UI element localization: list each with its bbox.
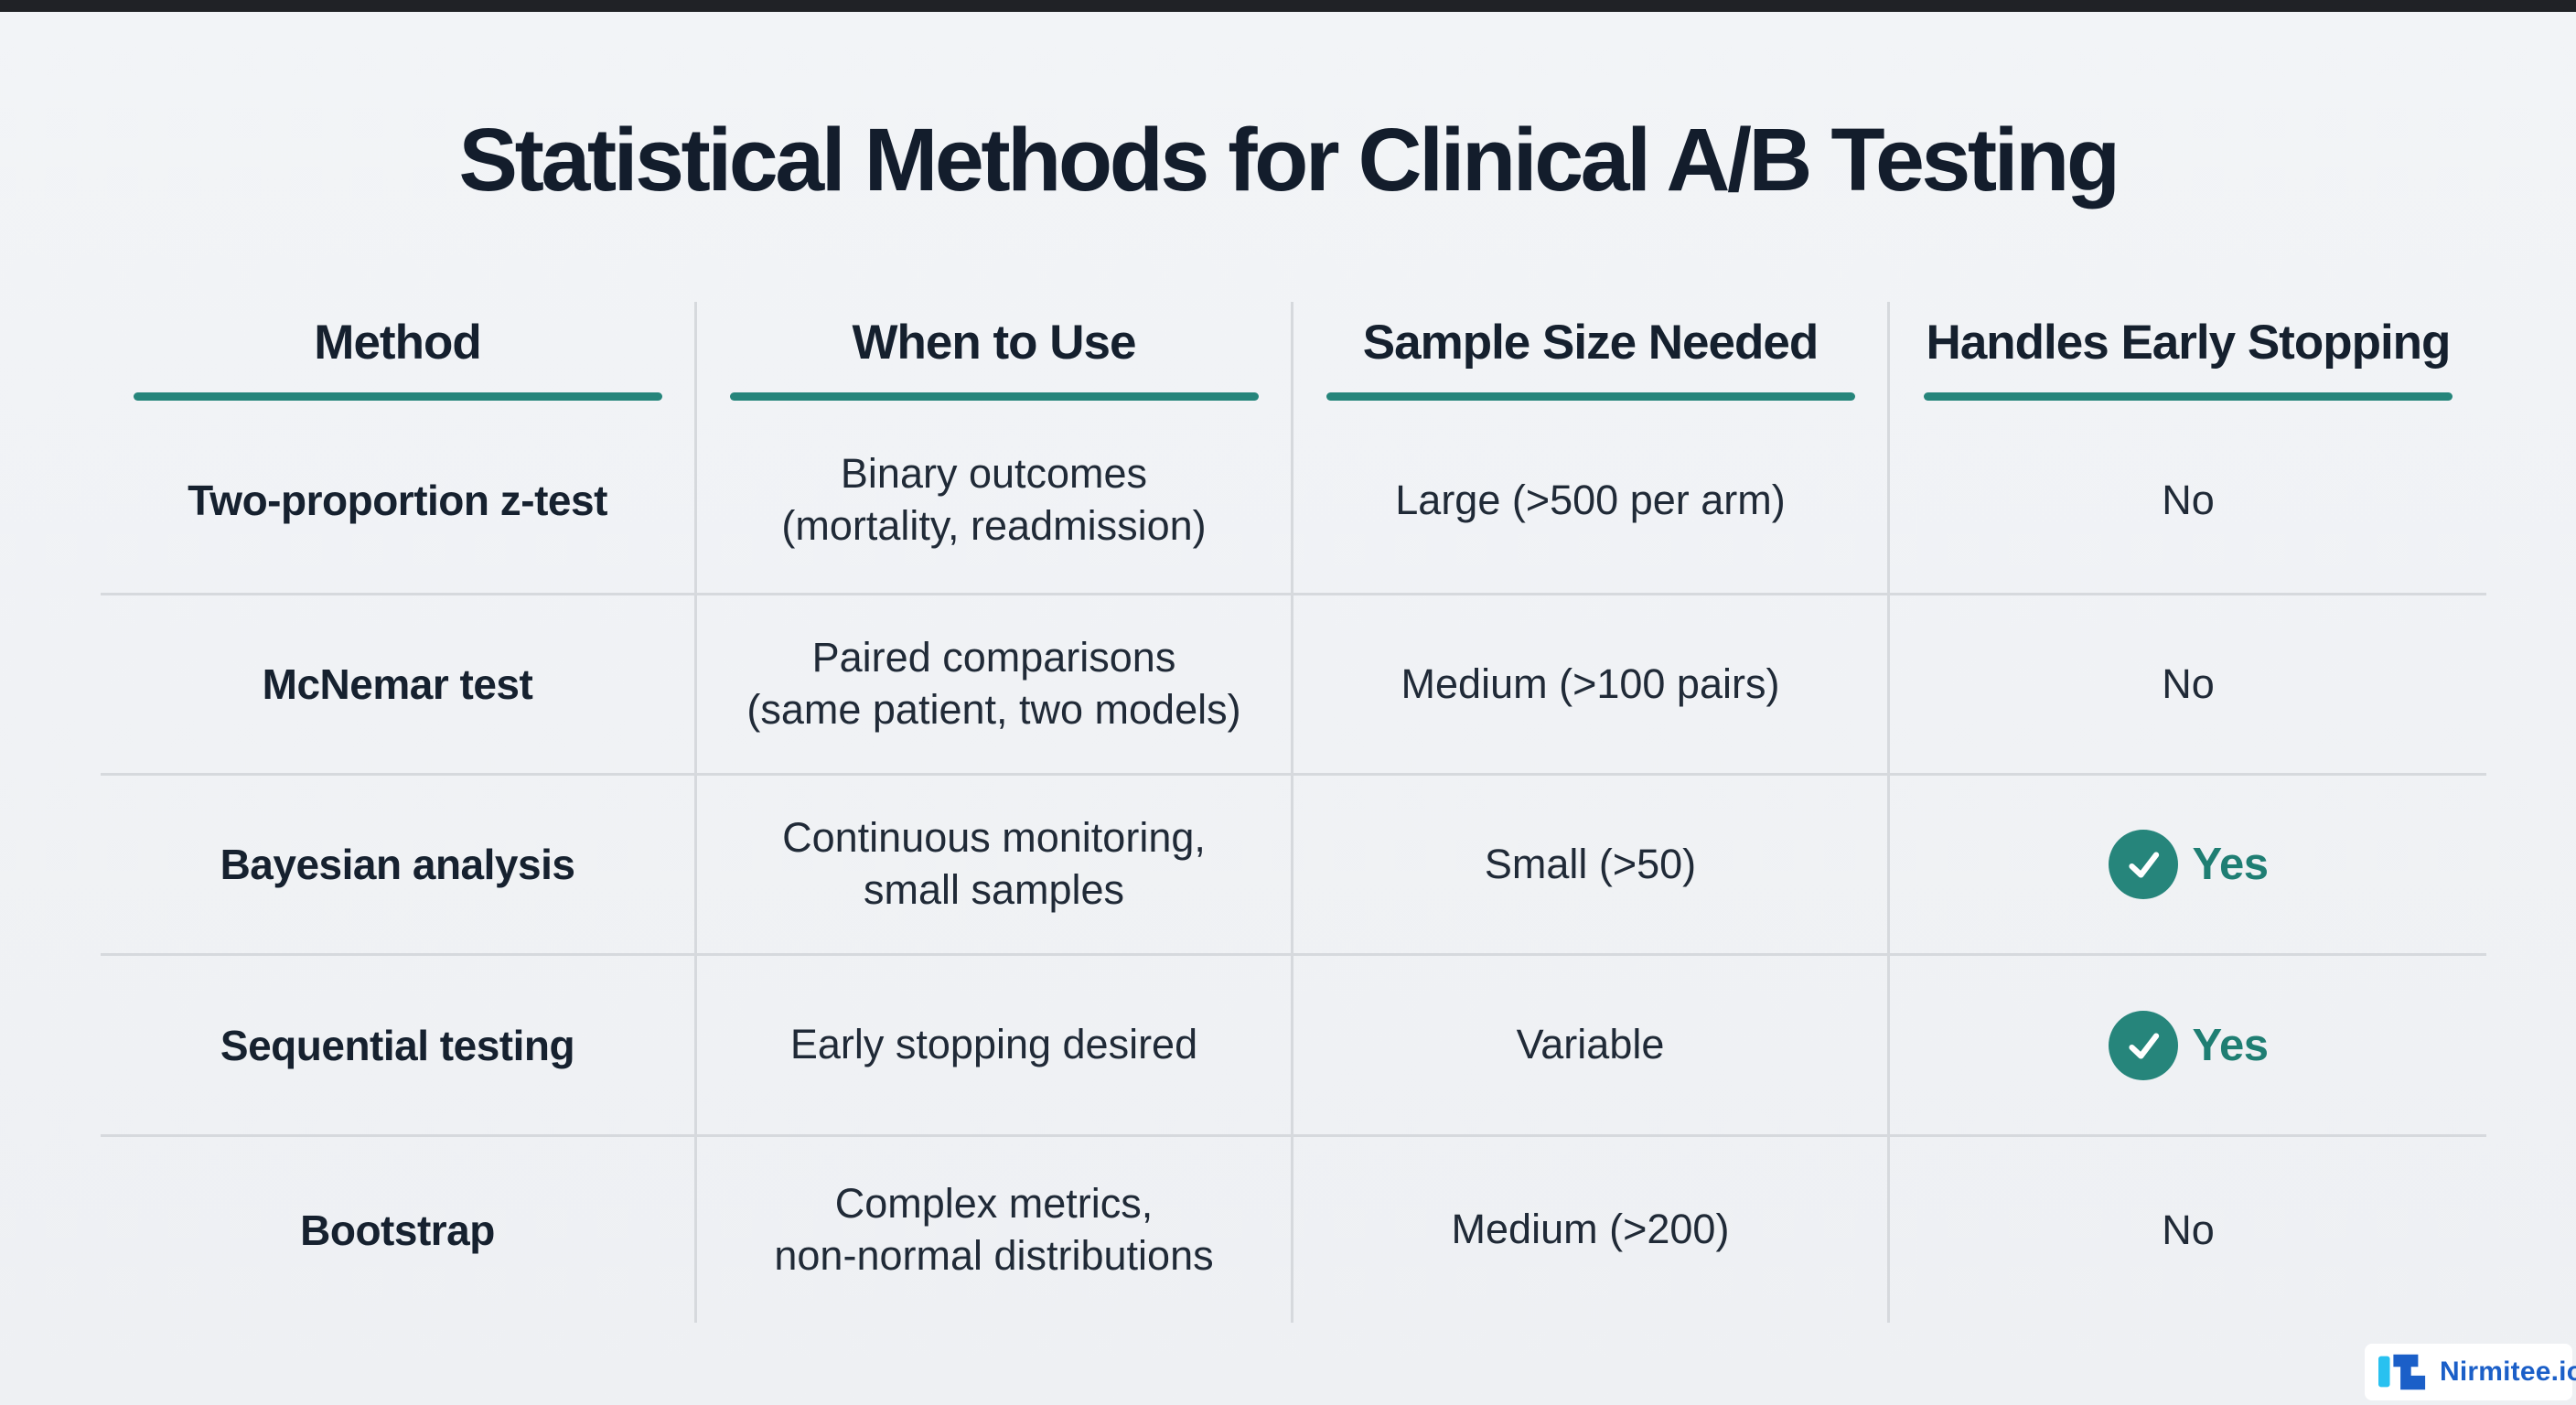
table-cell-method: Bootstrap [101,1134,697,1323]
table-cell-method: Sequential testing [101,953,697,1134]
brand-logo-text: Nirmitee.io [2440,1357,2576,1387]
table-cell-when-to-use: Binary outcomes (mortality, readmission) [697,408,1293,593]
table-cell-when-to-use: Complex metrics, non-normal distribution… [697,1134,1293,1323]
table-cell-sample-size: Large (>500 per arm) [1293,408,1890,593]
brand-logo: Nirmitee.io [2365,1344,2576,1400]
yes-indicator: Yes [2108,1010,2269,1080]
column-header-label: When to Use [852,316,1137,370]
table-cell-early-stopping: Yes [1890,773,2486,953]
table-cell-sample-size: Medium (>100 pairs) [1293,593,1890,773]
yes-label: Yes [2192,1020,2269,1070]
check-circle-icon [2108,1010,2178,1080]
table-cell-sample-size: Small (>50) [1293,773,1890,953]
column-header-label: Sample Size Needed [1362,316,1819,370]
column-header-label: Handles Early Stopping [1926,316,2452,370]
table-cell-early-stopping: No [1890,1134,2486,1323]
header-underline [729,392,1259,401]
header-underline [1326,392,1855,401]
yes-indicator: Yes [2108,830,2269,899]
table-cell-early-stopping: Yes [1890,953,2486,1134]
header-underline [133,392,662,401]
table-cell-when-to-use: Paired comparisons (same patient, two mo… [697,593,1293,773]
column-header-when-to-use: When to Use [697,302,1293,408]
table-cell-sample-size: Medium (>200) [1293,1134,1890,1323]
top-border-bar [0,0,2576,12]
table-cell-early-stopping: No [1890,593,2486,773]
column-header-label: Method [314,316,481,370]
column-header-early-stopping: Handles Early Stopping [1890,302,2486,408]
column-header-method: Method [101,302,697,408]
table-cell-method: McNemar test [101,593,697,773]
table-cell-when-to-use: Continuous monitoring, small samples [697,773,1293,953]
table-cell-early-stopping: No [2162,477,2215,523]
page-title: Statistical Methods for Clinical A/B Tes… [458,110,2120,209]
table-cell-sample-size: Variable [1293,953,1890,1134]
table-cell-method: Two-proportion z-test [101,408,697,593]
check-circle-icon [2108,830,2178,899]
table-cell-method: Bayesian analysis [101,773,697,953]
comparison-table: Method When to Use Sample Size Needed Ha… [101,302,2486,1323]
table-cell-when-to-use: Early stopping desired [697,953,1293,1134]
column-header-sample-size: Sample Size Needed [1293,302,1890,408]
header-underline [1924,392,2453,401]
nirmitee-monogram-icon [2378,1354,2426,1390]
yes-label: Yes [2192,840,2269,889]
